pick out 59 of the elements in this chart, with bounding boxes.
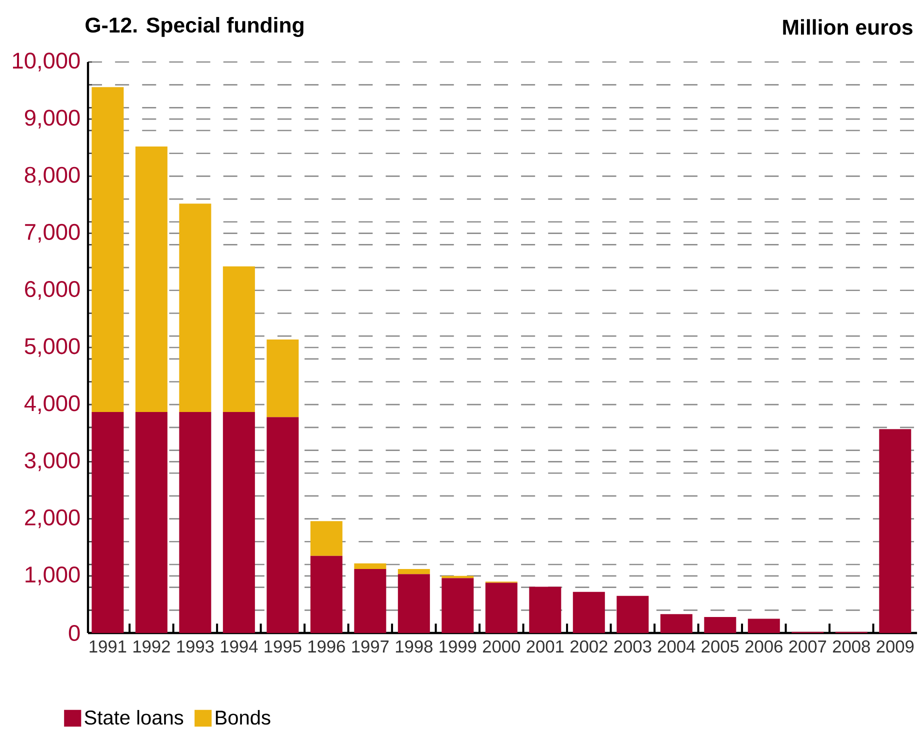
x-tick-label: 2003 — [614, 640, 652, 653]
bar — [179, 204, 212, 412]
bar — [92, 87, 124, 412]
bar — [135, 146, 168, 412]
x-tick-label: 1991 — [90, 640, 126, 653]
bar — [266, 417, 299, 633]
y-tick-label: 0 — [68, 624, 80, 642]
x-tick-label: 2000 — [483, 640, 520, 653]
bar — [92, 412, 124, 633]
x-tick-label: 2007 — [789, 640, 826, 653]
x-tick-label: 2008 — [832, 640, 870, 653]
x-tick-label: 2001 — [526, 640, 564, 653]
bar — [310, 521, 342, 556]
bar — [222, 412, 255, 633]
y-tick-label: 1,000 — [26, 566, 80, 586]
x-tick-label: 2006 — [745, 640, 782, 653]
bar — [748, 618, 780, 633]
x-tick-label: 2004 — [658, 640, 696, 653]
bar — [879, 429, 912, 633]
chart-title: G-12. Special funding — [86, 17, 304, 37]
y-tick-label: 10,000 — [13, 52, 80, 72]
legend-label: State loans — [84, 710, 184, 725]
y-tick-label: 9,000 — [24, 110, 80, 128]
x-tick-label: 1995 — [264, 640, 302, 653]
x-tick-label: 1996 — [308, 640, 345, 653]
y-tick-label: 6,000 — [25, 281, 80, 300]
y-tick-label: 5,000 — [24, 338, 80, 357]
legend-label: Bonds — [216, 710, 270, 725]
y-tick-label: 3,000 — [24, 452, 80, 472]
bar — [704, 617, 736, 633]
bar — [354, 563, 386, 570]
bar — [616, 596, 649, 633]
x-tick-label: 1997 — [352, 640, 389, 653]
x-tick-label: 1992 — [133, 640, 170, 653]
x-tick-label: 2002 — [570, 640, 608, 653]
x-tick-label: 1999 — [440, 640, 476, 653]
y-tick-label: 7,000 — [25, 224, 80, 243]
bar — [310, 556, 342, 633]
bar — [485, 582, 518, 633]
bar — [179, 412, 212, 633]
x-tick-label: 2009 — [876, 640, 914, 653]
bar — [354, 569, 386, 633]
bar — [135, 412, 168, 633]
bar — [222, 266, 255, 412]
x-tick-label: 1998 — [396, 640, 432, 653]
x-tick-label: 1994 — [220, 640, 258, 653]
bar — [398, 574, 430, 633]
bar — [442, 578, 474, 633]
bar — [572, 592, 605, 633]
bar — [266, 340, 299, 418]
x-tick-label: 2005 — [702, 640, 739, 653]
bar — [529, 586, 562, 633]
y-tick-label: 4,000 — [24, 395, 80, 414]
y-axis-title: Million euros — [783, 19, 912, 35]
bar — [660, 614, 692, 633]
y-tick-label: 8,000 — [24, 166, 80, 186]
x-tick-label: 1993 — [177, 640, 214, 653]
y-tick-label: 2,000 — [25, 509, 80, 528]
bar — [398, 569, 430, 574]
